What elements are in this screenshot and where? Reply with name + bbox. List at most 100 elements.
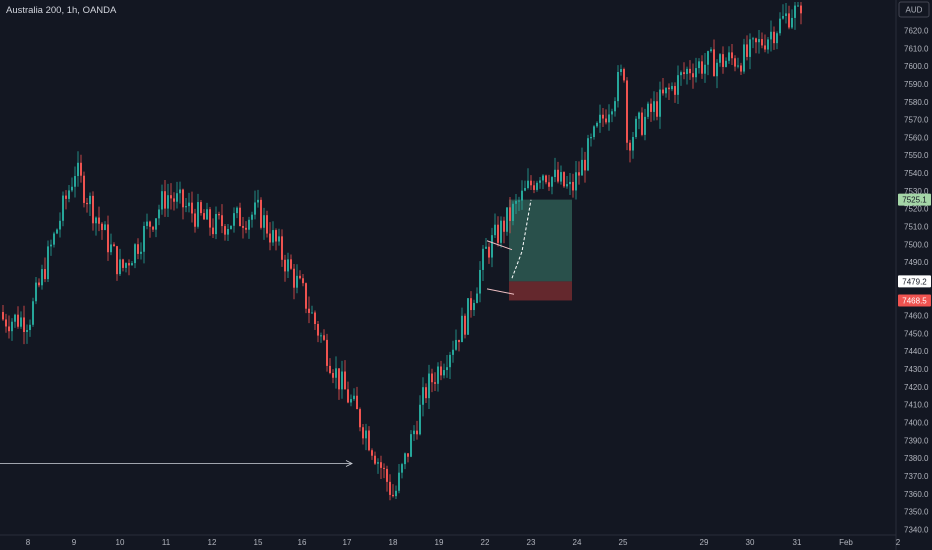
candle-up [524,188,526,191]
candle-up [143,225,145,252]
loss-zone[interactable] [509,281,572,301]
candle-down [692,73,694,78]
candles [2,2,802,501]
candle-up [296,275,298,288]
price-tick-label: 7600.0 [904,62,929,71]
profit-zone[interactable] [509,199,572,282]
candle-up [437,366,439,384]
candle-up [155,218,157,230]
candle-up [146,221,148,226]
candle-down [308,308,310,313]
candle-down [605,118,607,123]
candle-up [593,126,595,138]
time-axis[interactable]: 8 9 10 11 12 15 16 17 18 19 22 23 24 25 29 30 31 Feb 2 [0,534,901,547]
candle-down [746,44,748,57]
date-tick-label: Feb [839,538,853,547]
candle-down [338,368,340,390]
candle-up [737,65,739,67]
candle-down [290,259,292,269]
candle-up [695,68,697,78]
candle-down [386,468,388,482]
candle-down [662,89,664,94]
entry-price-label: 7479.2 [902,277,927,286]
price-tick-label: 7390.0 [904,436,929,445]
pattern-lines[interactable] [486,240,515,295]
price-tick-label: 7460.0 [904,312,929,321]
candle-up [461,315,463,343]
candle-up [794,5,796,18]
candle-up [413,430,415,435]
date-tick-label: 12 [208,538,217,547]
candle-up [575,172,577,191]
candle-down [80,162,82,176]
chart-title: Australia 200, 1h, OANDA [6,5,117,16]
candle-down [170,195,172,199]
date-tick-label: 29 [700,538,709,547]
price-tick-label: 7530.0 [904,187,929,196]
candle-down [764,45,766,50]
arrow-head-icon [345,460,353,467]
price-tick-label: 7430.0 [904,365,929,374]
candle-up [446,367,448,371]
candle-up [89,195,91,205]
candle-down [173,198,175,202]
date-tick-label: 17 [343,538,352,547]
candle-up [635,118,637,138]
date-tick-label: 8 [26,538,31,547]
candle-up [527,180,529,189]
candle-up [776,33,778,44]
candle-down [563,172,565,187]
candle-down [458,339,460,343]
entry-price-tag [898,275,931,288]
candle-up [74,176,76,187]
candle-down [2,312,4,320]
candle-down [545,175,547,183]
candle-up [560,172,562,182]
candle-down [242,226,244,228]
date-tick-label: 30 [746,538,755,547]
candle-up [230,225,232,229]
date-tick-label: 23 [527,538,536,547]
candle-up [482,248,484,270]
candle-down [425,387,427,399]
candle-up [569,181,571,185]
candle-down [788,13,790,28]
candle-down [101,223,103,230]
candle-down [641,112,643,135]
candle-down [326,339,328,366]
candle-down [329,365,331,373]
candle-up [248,219,250,230]
candle-down [773,31,775,44]
price-tick-label: 7560.0 [904,133,929,142]
candle-up [449,354,451,368]
candle-up [767,39,769,50]
candle-down [380,462,382,468]
candle-up [32,301,34,325]
date-tick-label: 15 [254,538,263,547]
candle-up [647,103,649,117]
candle-down [362,427,364,439]
date-tick-label: 11 [162,538,171,547]
candle-down [683,72,685,75]
price-axis[interactable]: AUD 7340.0 7350.0 7360.0 7370.0 7380.0 7390.0… [895,0,930,550]
candle-up [686,68,688,75]
candle-up [620,69,622,72]
candle-down [722,54,724,67]
candle-down [92,195,94,224]
candle-down [656,101,658,117]
price-tick-label: 7380.0 [904,454,929,463]
candle-up [35,282,37,302]
candle-down [269,233,271,243]
candle-down [392,494,394,497]
candle-down [533,185,535,190]
candle-up [410,434,412,457]
candle-up [659,89,661,117]
price-tick-label: 7400.0 [904,419,929,428]
candle-up [491,235,493,258]
candle-down [98,217,100,224]
candle-down [182,189,184,208]
candle-up [287,259,289,272]
candle-down [218,213,220,216]
drawing-overlays [0,199,532,467]
